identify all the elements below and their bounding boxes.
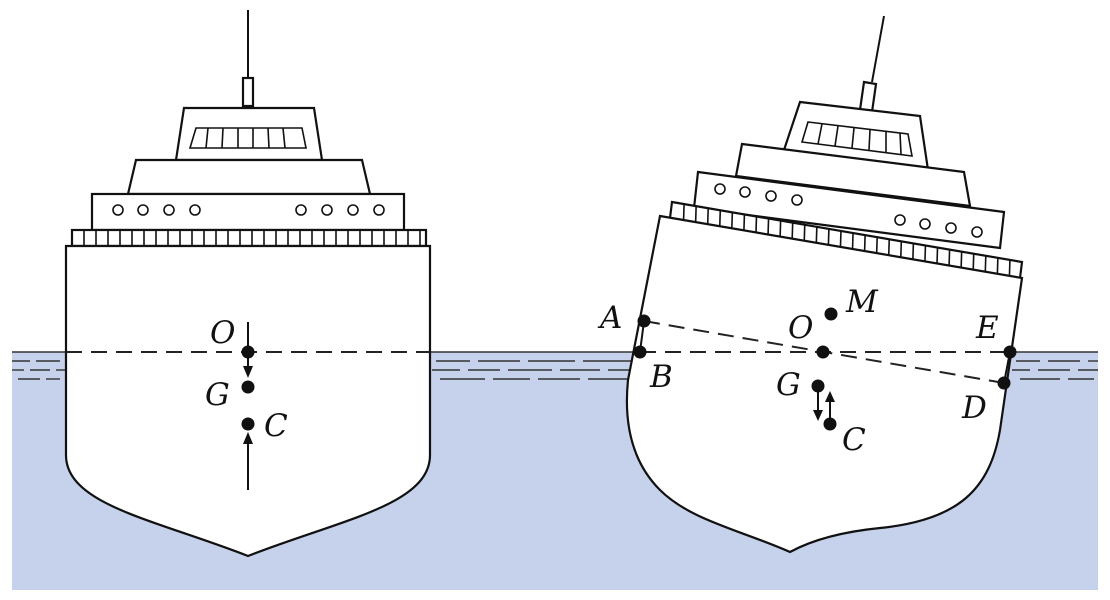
- label-b: B: [649, 359, 673, 395]
- label-a: A: [597, 300, 622, 336]
- heeled-ship: A B M O E G D C: [597, 15, 1024, 554]
- railing-post: [996, 257, 999, 274]
- buoyancy-arrowhead: [243, 432, 253, 444]
- railing-post: [936, 247, 939, 264]
- bridge-windows: [800, 121, 913, 157]
- portholes: [112, 204, 385, 216]
- point-e: [1003, 345, 1017, 359]
- label-g: G: [776, 367, 801, 403]
- wave-lines-middle: [430, 351, 640, 380]
- label-m: M: [845, 284, 879, 320]
- railing-post: [815, 226, 818, 243]
- railing-post: [924, 245, 927, 262]
- railing-posts: [83, 230, 421, 246]
- railing-post: [706, 208, 710, 225]
- point-c: [823, 417, 837, 431]
- railing-post: [791, 222, 794, 239]
- point-g: [241, 380, 255, 394]
- railing-post: [718, 210, 722, 227]
- railing-post: [694, 206, 697, 223]
- railing-post: [839, 230, 842, 247]
- railing-post: [767, 218, 770, 235]
- wave-lines-left: [12, 351, 66, 380]
- railing: [70, 228, 428, 248]
- label-e: E: [975, 310, 999, 346]
- hull: [64, 244, 432, 558]
- point-o: [241, 345, 255, 359]
- railing-post: [779, 220, 782, 237]
- point-b: [633, 345, 647, 359]
- railing-post: [731, 212, 734, 229]
- label-o: O: [210, 315, 235, 351]
- railing-post: [803, 224, 806, 241]
- railing-post: [984, 255, 987, 272]
- railing-post: [948, 249, 951, 266]
- portholes: [714, 183, 983, 238]
- wave-lines-right: [1010, 351, 1098, 380]
- point-m: [824, 307, 838, 321]
- label-c: C: [264, 408, 288, 444]
- railing-post: [851, 233, 854, 250]
- weight-arrowhead: [243, 366, 253, 378]
- railing-post: [863, 235, 866, 252]
- railing-post: [1008, 259, 1011, 276]
- antenna: [871, 15, 885, 83]
- railing-post: [743, 214, 746, 231]
- mast: [241, 76, 255, 108]
- weight-arrowhead: [813, 410, 823, 421]
- label-o: O: [788, 310, 813, 346]
- bridge: [174, 106, 324, 162]
- point-c: [241, 417, 255, 431]
- railing-post: [755, 216, 758, 233]
- point-o: [816, 345, 830, 359]
- label-g: G: [205, 377, 230, 413]
- railing-posts: [682, 204, 1011, 276]
- point-g: [811, 379, 825, 393]
- railing-post: [972, 253, 975, 270]
- hull: [625, 214, 1024, 554]
- railing-post: [960, 251, 963, 268]
- upright-ship: O G C: [64, 10, 432, 558]
- railing-post: [887, 239, 891, 256]
- railing-post: [875, 237, 878, 254]
- point-d: [997, 376, 1011, 390]
- railing-post: [827, 228, 830, 245]
- deck-house: [734, 142, 972, 208]
- bridge-windows: [188, 127, 307, 149]
- porthole-deck: [90, 192, 406, 232]
- point-a: [637, 314, 651, 328]
- label-c: C: [842, 422, 866, 458]
- mast: [858, 80, 878, 114]
- buoyancy-arrowhead: [825, 391, 835, 402]
- railing-post: [900, 241, 903, 258]
- label-d: D: [961, 390, 987, 426]
- railing-post: [682, 204, 685, 221]
- deck-house: [126, 158, 372, 196]
- railing-post: [912, 243, 915, 260]
